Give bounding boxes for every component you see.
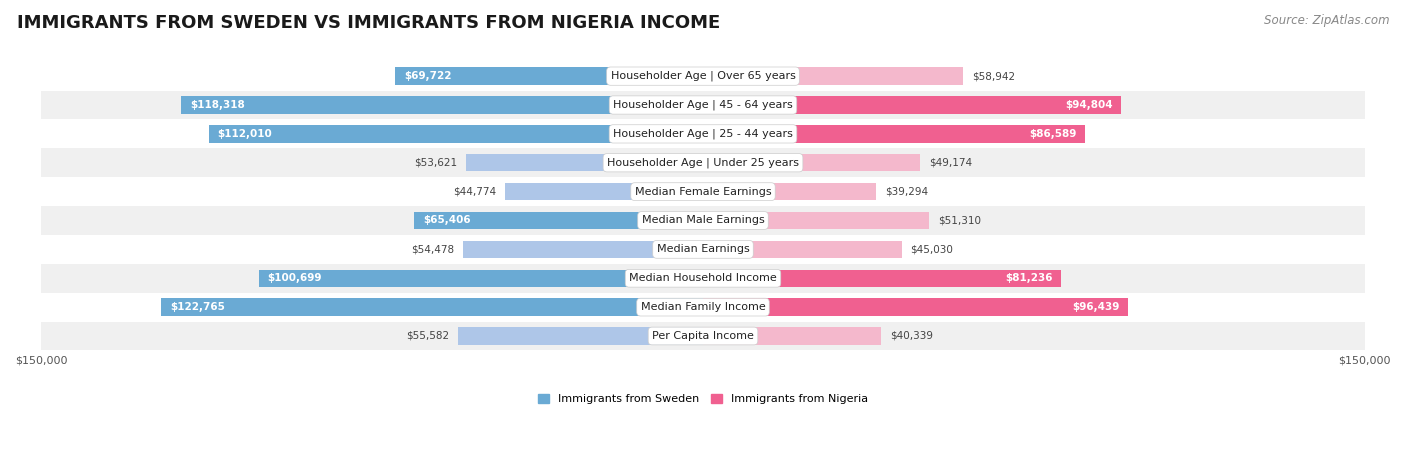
Bar — [395, 67, 703, 85]
Text: Per Capita Income: Per Capita Income — [652, 331, 754, 341]
Text: $118,318: $118,318 — [190, 100, 245, 110]
Text: $65,406: $65,406 — [423, 215, 471, 226]
Text: IMMIGRANTS FROM SWEDEN VS IMMIGRANTS FROM NIGERIA INCOME: IMMIGRANTS FROM SWEDEN VS IMMIGRANTS FRO… — [17, 14, 720, 32]
Bar — [41, 62, 1365, 91]
Bar — [181, 96, 703, 113]
Bar — [703, 154, 920, 171]
Text: Householder Age | 45 - 64 years: Householder Age | 45 - 64 years — [613, 100, 793, 110]
Bar — [162, 298, 703, 316]
Text: $94,804: $94,804 — [1064, 100, 1112, 110]
Text: Householder Age | Under 25 years: Householder Age | Under 25 years — [607, 157, 799, 168]
Bar — [703, 269, 1062, 287]
Text: $96,439: $96,439 — [1073, 302, 1119, 312]
Text: $86,589: $86,589 — [1029, 129, 1076, 139]
Text: $40,339: $40,339 — [890, 331, 932, 341]
Bar — [41, 235, 1365, 264]
Text: $112,010: $112,010 — [218, 129, 273, 139]
Text: $39,294: $39,294 — [886, 187, 928, 197]
Bar — [41, 322, 1365, 350]
Bar — [703, 298, 1129, 316]
Text: $54,478: $54,478 — [411, 244, 454, 255]
Text: $51,310: $51,310 — [938, 215, 981, 226]
Bar — [209, 125, 703, 142]
Text: Householder Age | Over 65 years: Householder Age | Over 65 years — [610, 71, 796, 81]
Text: $69,722: $69,722 — [405, 71, 451, 81]
Text: $81,236: $81,236 — [1005, 273, 1053, 283]
Text: $58,942: $58,942 — [972, 71, 1015, 81]
Text: $53,621: $53,621 — [415, 158, 457, 168]
Text: Median Earnings: Median Earnings — [657, 244, 749, 255]
Bar — [703, 96, 1121, 113]
Text: $55,582: $55,582 — [406, 331, 449, 341]
Bar — [506, 183, 703, 200]
Text: $122,765: $122,765 — [170, 302, 225, 312]
Bar — [463, 241, 703, 258]
Bar — [41, 206, 1365, 235]
Bar — [467, 154, 703, 171]
Bar — [703, 67, 963, 85]
Legend: Immigrants from Sweden, Immigrants from Nigeria: Immigrants from Sweden, Immigrants from … — [534, 389, 872, 408]
Bar — [41, 177, 1365, 206]
Bar — [259, 269, 703, 287]
Text: Median Female Earnings: Median Female Earnings — [634, 187, 772, 197]
Bar — [703, 183, 876, 200]
Bar — [41, 149, 1365, 177]
Bar — [703, 212, 929, 229]
Text: $49,174: $49,174 — [929, 158, 972, 168]
Text: Median Household Income: Median Household Income — [628, 273, 778, 283]
Bar — [458, 327, 703, 345]
Bar — [415, 212, 703, 229]
Text: Source: ZipAtlas.com: Source: ZipAtlas.com — [1264, 14, 1389, 27]
Text: Householder Age | 25 - 44 years: Householder Age | 25 - 44 years — [613, 128, 793, 139]
Bar — [41, 293, 1365, 322]
Bar — [703, 241, 901, 258]
Bar — [703, 327, 882, 345]
Bar — [41, 120, 1365, 149]
Text: Median Family Income: Median Family Income — [641, 302, 765, 312]
Bar — [41, 91, 1365, 120]
Bar — [703, 125, 1085, 142]
Bar — [41, 264, 1365, 293]
Text: Median Male Earnings: Median Male Earnings — [641, 215, 765, 226]
Text: $44,774: $44,774 — [454, 187, 496, 197]
Text: $45,030: $45,030 — [911, 244, 953, 255]
Text: $100,699: $100,699 — [267, 273, 322, 283]
